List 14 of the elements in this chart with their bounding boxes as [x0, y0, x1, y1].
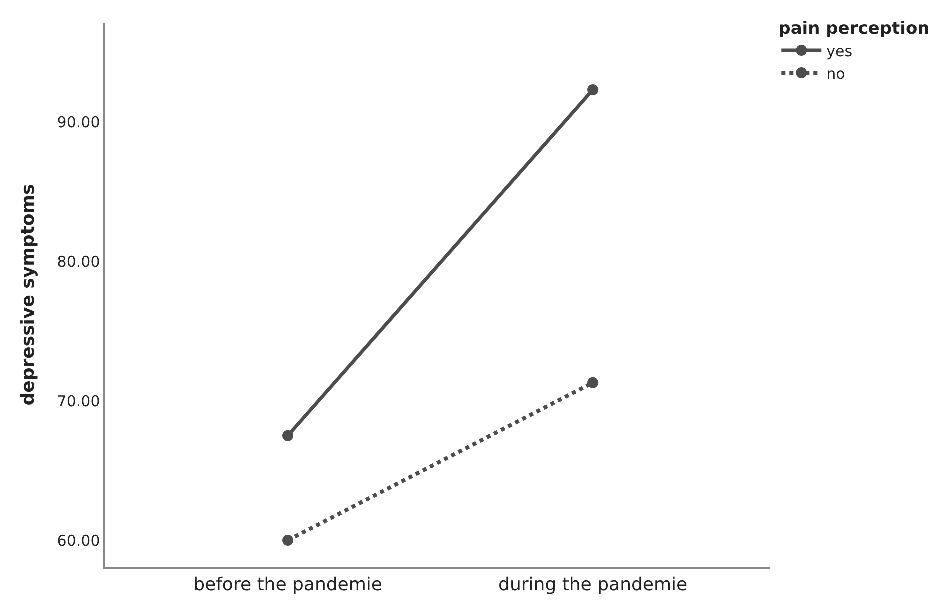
y-tick-label: 80.00: [57, 252, 100, 271]
y-tick-label: 60.00: [57, 532, 100, 550]
point: [588, 84, 599, 96]
legend-label: no: [826, 64, 846, 83]
point: [282, 535, 294, 546]
x-tick-label: during the pandemie: [498, 574, 688, 596]
y-tick-label: 90.00: [57, 113, 100, 132]
point: [588, 377, 599, 388]
legend-label: yes: [826, 42, 853, 60]
point: [282, 430, 294, 442]
x-tick-label: before the pandemie: [194, 574, 382, 596]
y-tick-label: 70.00: [57, 392, 100, 410]
y-axis-title: depressive symptoms: [18, 184, 39, 406]
legend-title: pain perception: [778, 19, 930, 40]
